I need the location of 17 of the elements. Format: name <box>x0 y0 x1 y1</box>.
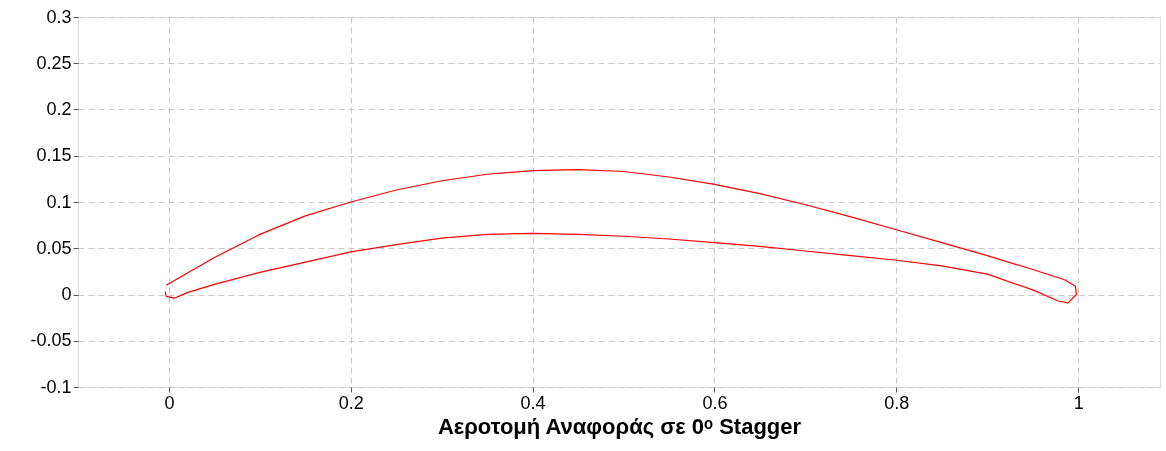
y-tick-label: 0.25 <box>36 52 72 73</box>
y-tick-label: -0.05 <box>30 330 72 351</box>
y-tick-label: 0.05 <box>36 237 72 258</box>
x-tick-label: 1 <box>1073 392 1084 413</box>
y-tick-label: 0.1 <box>46 191 72 212</box>
x-tick-label: 0.8 <box>884 392 910 413</box>
line-series <box>164 169 1077 304</box>
x-tick-label: 0 <box>164 392 175 413</box>
y-tick-label: 0 <box>61 284 72 304</box>
x-axis-title: Αεροτομή Αναφοράς σε 0ᵒ Stagger <box>437 413 802 439</box>
y-tick-label: 0.15 <box>36 145 72 166</box>
x-tick-label: 0.2 <box>338 392 364 413</box>
y-tick-label: -0.1 <box>40 376 72 397</box>
x-tick-label: 0.6 <box>702 392 728 413</box>
x-tick-label: 0.4 <box>520 392 546 413</box>
y-tick-label: 0.2 <box>46 99 72 119</box>
y-tick-label: 0.3 <box>46 6 72 27</box>
